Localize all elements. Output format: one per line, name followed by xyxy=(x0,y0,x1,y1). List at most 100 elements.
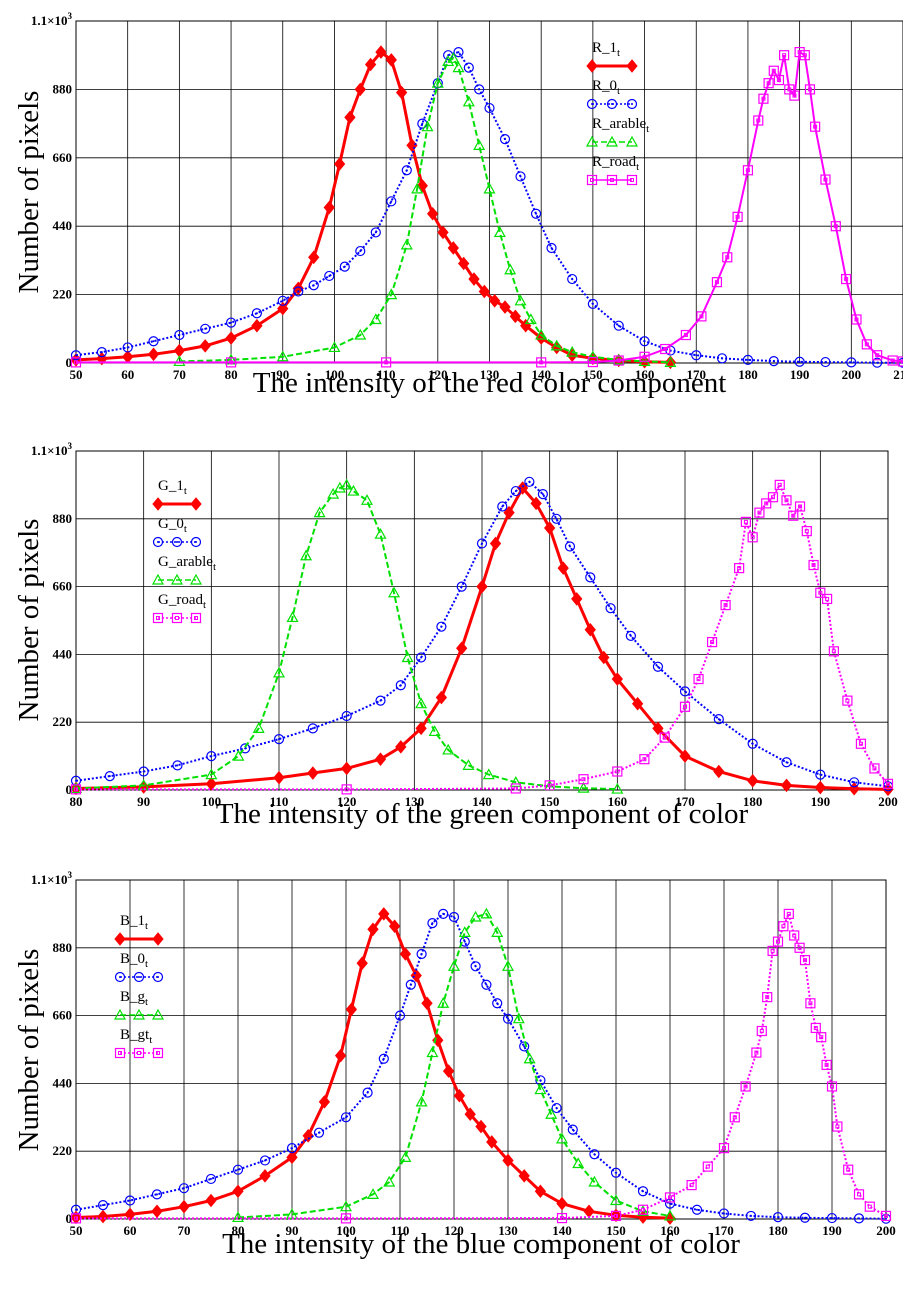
y-top-tick-label: 1.1×103 xyxy=(31,11,73,28)
data-point xyxy=(774,479,785,490)
data-point xyxy=(637,1204,649,1215)
data-point xyxy=(571,592,583,606)
data-point xyxy=(556,1196,568,1211)
data-point xyxy=(286,1143,298,1154)
data-point xyxy=(300,549,313,561)
data-point xyxy=(388,919,401,934)
data-point xyxy=(232,1164,244,1175)
data-point xyxy=(307,723,318,734)
x-tick-label: 90 xyxy=(137,794,150,809)
data-point xyxy=(589,1149,600,1160)
x-tick-label: 60 xyxy=(124,1223,137,1238)
data-point xyxy=(611,672,623,686)
data-point xyxy=(716,353,728,364)
data-point xyxy=(788,510,799,521)
x-tick-label: 90 xyxy=(276,367,289,382)
data-point xyxy=(515,171,526,182)
series-line xyxy=(75,911,671,1220)
y-tick-label: 880 xyxy=(53,511,73,526)
data-point xyxy=(763,78,774,89)
data-point xyxy=(613,320,624,331)
data-point xyxy=(469,910,482,922)
data-point xyxy=(251,318,263,333)
legend-marker xyxy=(189,573,203,585)
x-tick-label: 200 xyxy=(876,1223,896,1238)
x-tick-label: 190 xyxy=(822,1223,842,1238)
data-point xyxy=(702,1161,713,1172)
data-point xyxy=(381,357,392,368)
legend-label: B_gt xyxy=(120,989,148,1008)
data-point xyxy=(475,1119,487,1134)
legend-marker xyxy=(113,1008,127,1020)
data-point xyxy=(459,936,470,947)
data-point xyxy=(502,1153,514,1168)
data-point xyxy=(821,1059,832,1071)
data-point xyxy=(415,721,427,736)
x-tick-label: 130 xyxy=(405,794,425,809)
data-point xyxy=(302,1129,314,1143)
data-point xyxy=(273,770,285,785)
data-point xyxy=(452,61,465,73)
data-point xyxy=(456,581,467,592)
x-tick-label: 140 xyxy=(531,367,551,382)
data-point xyxy=(756,1025,767,1037)
data-point xyxy=(272,666,286,678)
data-point xyxy=(566,345,579,357)
data-point xyxy=(147,347,160,362)
data-point xyxy=(799,50,810,61)
data-point xyxy=(206,750,217,762)
data-point xyxy=(458,256,470,271)
data-point xyxy=(225,331,237,345)
data-point xyxy=(512,1012,525,1024)
data-point xyxy=(70,357,82,368)
data-point xyxy=(509,776,522,787)
data-point xyxy=(307,766,319,780)
x-tick-label: 100 xyxy=(202,794,222,809)
legend-marker xyxy=(152,971,164,983)
chart-panel-3: 50 60 70 80 90 100 110 120 130 140 150 160 170 180 190… xyxy=(13,870,896,1260)
series-line xyxy=(179,56,671,364)
data-point xyxy=(779,50,790,61)
x-tick-label: 160 xyxy=(660,1223,680,1238)
data-point xyxy=(789,90,800,101)
x-tick-label: 120 xyxy=(337,794,357,809)
data-point xyxy=(734,563,745,574)
data-point xyxy=(612,766,623,777)
data-point xyxy=(378,907,390,921)
data-point xyxy=(410,968,422,983)
legend-marker xyxy=(132,1008,146,1020)
data-point xyxy=(577,781,590,793)
data-point xyxy=(491,926,504,937)
data-point xyxy=(205,768,218,780)
data-point xyxy=(174,329,185,341)
series-line xyxy=(76,482,889,791)
data-point xyxy=(394,1010,406,1021)
data-point xyxy=(70,784,82,795)
data-point xyxy=(405,979,416,990)
data-point xyxy=(442,55,455,67)
y-tick-label: 660 xyxy=(53,579,73,594)
data-point xyxy=(436,621,447,632)
data-point xyxy=(480,907,493,919)
data-point xyxy=(722,252,733,263)
series-g-0 xyxy=(70,476,894,792)
data-point xyxy=(524,476,535,487)
legend-label: G_arablet xyxy=(158,554,216,573)
data-point xyxy=(356,956,368,970)
data-point xyxy=(544,780,555,791)
data-point xyxy=(385,288,398,300)
data-point xyxy=(333,157,346,171)
series-r-0 xyxy=(70,46,903,368)
data-point xyxy=(693,673,704,685)
data-point xyxy=(232,749,245,761)
x-tick-label: 120 xyxy=(444,1223,464,1238)
data-point xyxy=(484,102,495,114)
data-point xyxy=(69,782,83,794)
data-point xyxy=(340,1112,352,1123)
plot-area xyxy=(75,879,887,1220)
data-point xyxy=(740,1081,751,1092)
legend-marker xyxy=(151,1008,165,1020)
data-point xyxy=(464,1107,476,1121)
data-point xyxy=(536,357,547,368)
data-point xyxy=(415,1095,428,1107)
